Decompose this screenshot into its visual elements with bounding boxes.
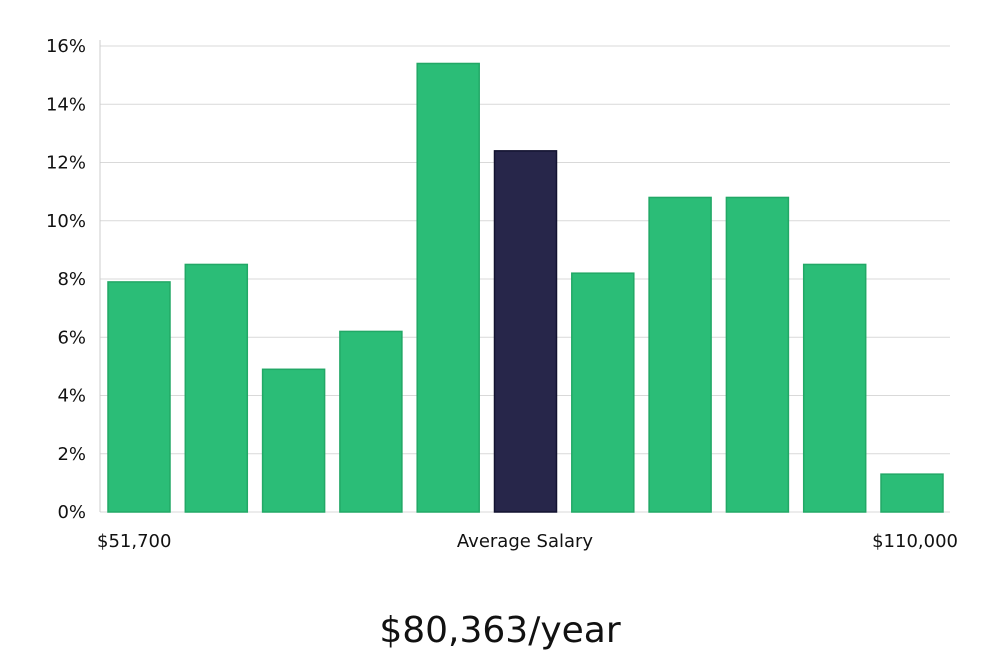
y-tick-label: 6%: [57, 327, 86, 348]
bar: [107, 281, 171, 513]
y-tick-label: 0%: [57, 502, 86, 523]
x-end-label: $110,000: [872, 531, 958, 552]
y-tick-label: 10%: [46, 211, 86, 232]
bar: [725, 196, 790, 513]
bar: [802, 263, 867, 513]
y-tick-label: 16%: [46, 36, 86, 57]
salary-histogram: 0% 2% 4% 6% 8% 10% 12% 14% 16% $51,700 Average Sal…: [46, 36, 958, 552]
y-tick-label: 4%: [57, 386, 86, 407]
x-axis-label: Average Salary: [457, 531, 594, 552]
bar: [880, 473, 944, 513]
bar: [571, 272, 635, 513]
y-tick-label: 12%: [46, 153, 86, 174]
bar: [416, 62, 480, 513]
y-tick-label: 14%: [46, 94, 86, 115]
bar-average-salary: [493, 150, 558, 513]
y-tick-label: 2%: [57, 444, 86, 465]
average-salary-value: $80,363/year: [379, 610, 621, 651]
bar: [339, 330, 403, 513]
bar: [261, 368, 326, 513]
bar: [648, 196, 712, 513]
y-tick-label: 8%: [57, 269, 86, 290]
x-start-label: $51,700: [97, 531, 171, 552]
bar: [184, 263, 249, 513]
